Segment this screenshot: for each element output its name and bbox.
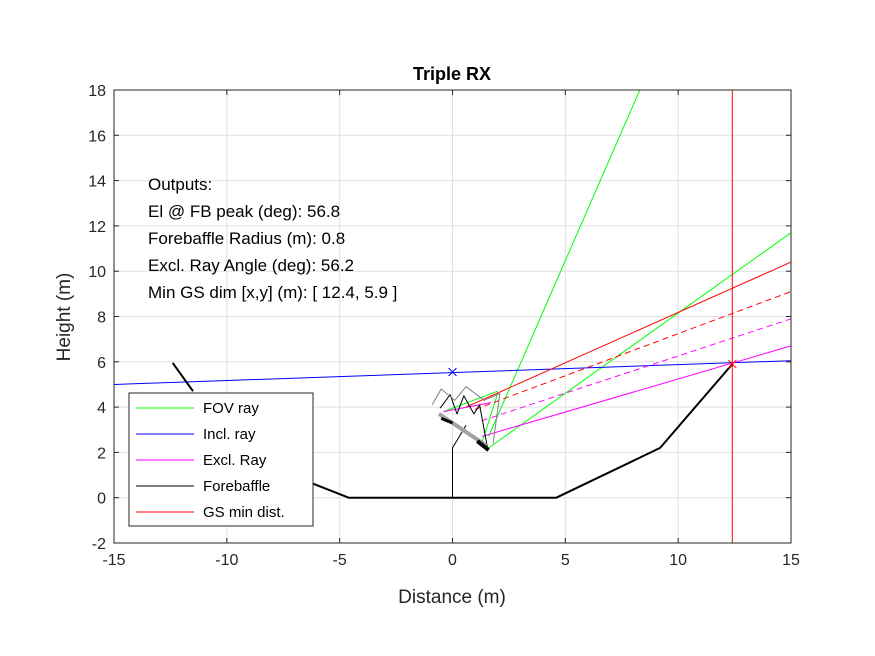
instrument-series-line <box>431 386 501 444</box>
x-tick-label: -5 <box>333 552 347 569</box>
axis-ticks: -15 -10 -5 0 5 10 15 -2 0 2 4 6 8 10 12 14 16 18 <box>88 83 800 569</box>
x-tick-label: 15 <box>782 552 800 569</box>
annotation-line: Forebaffle Radius (m): 0.8 <box>148 229 345 248</box>
plot-series <box>113 89 792 543</box>
instrument-series-line <box>440 417 454 425</box>
x-tick-label: 10 <box>669 552 687 569</box>
y-tick-label: 18 <box>88 83 106 100</box>
legend-label-forebaffle: Forebaffle <box>203 478 270 495</box>
plot-markers <box>448 359 737 377</box>
annotation-line: El @ FB peak (deg): 56.8 <box>148 202 340 221</box>
mount-series-line <box>452 424 467 498</box>
annotation-line: Outputs: <box>148 175 212 194</box>
x-tick-label: -10 <box>215 552 238 569</box>
y-axis-label: Height (m) <box>54 273 75 362</box>
x-tick-label: -15 <box>102 552 125 569</box>
fov-series-line <box>488 89 641 437</box>
y-tick-label: 6 <box>97 355 106 372</box>
fov-series-line <box>443 390 498 413</box>
y-tick-label: 14 <box>88 174 106 191</box>
legend-label-gs: GS min dist. <box>203 504 285 521</box>
legend-label-fov: FOV ray <box>203 400 259 417</box>
legend-label-incl: Incl. ray <box>203 426 256 443</box>
fov-series-line <box>488 232 792 449</box>
instrument-series-line <box>439 394 488 448</box>
legend-label-excl: Excl. Ray <box>203 452 267 469</box>
annotation-line: Min GS dim [x,y] (m): [ 12.4, 5.9 ] <box>148 283 397 302</box>
y-tick-label: 0 <box>97 491 106 508</box>
y-tick-label: 12 <box>88 219 106 236</box>
outputs-annotation: Outputs: El @ FB peak (deg): 56.8 Foreba… <box>148 175 397 302</box>
x-axis-label: Distance (m) <box>398 587 506 608</box>
forebaffle-series-line <box>171 362 194 392</box>
y-tick-label: 4 <box>97 400 106 417</box>
excl-series-line <box>481 318 792 422</box>
x-tick-label: 0 <box>448 552 457 569</box>
legend: FOV ray Incl. ray Excl. Ray Forebaffle G… <box>128 392 314 527</box>
y-tick-label: 8 <box>97 310 106 327</box>
chart-title: Triple RX <box>413 64 491 84</box>
forebaffle-series-line <box>296 363 734 499</box>
x-marker <box>727 359 737 369</box>
excl-series-line <box>481 345 792 437</box>
annotation-line: Excl. Ray Angle (deg): 56.2 <box>148 256 354 275</box>
gs-series-line <box>474 291 792 410</box>
x-tick-label: 5 <box>561 552 570 569</box>
x-marker <box>448 367 457 377</box>
y-tick-label: 2 <box>97 445 106 462</box>
y-tick-label: 10 <box>88 264 106 281</box>
gs-series-line <box>465 261 792 408</box>
y-tick-label: 16 <box>88 128 106 145</box>
instrument-series-line <box>476 439 490 452</box>
y-tick-label: -2 <box>92 536 106 553</box>
